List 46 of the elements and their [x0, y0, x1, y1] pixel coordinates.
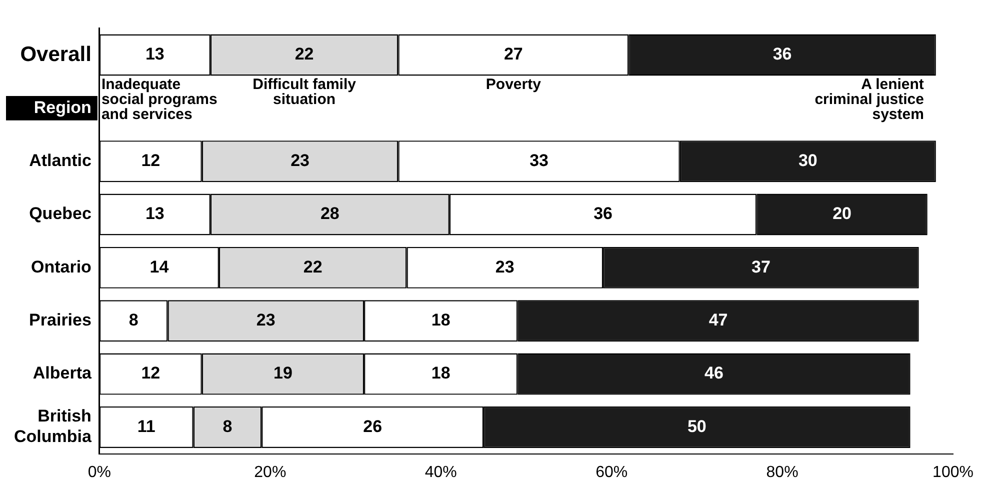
- x-tick-label: 60%: [596, 464, 628, 481]
- data-label: 33: [530, 151, 548, 170]
- data-label: 26: [363, 416, 382, 436]
- x-tick-label: 0%: [88, 464, 112, 481]
- x-tick-label: 80%: [766, 464, 798, 481]
- y-tick-label: Region: [34, 98, 92, 117]
- data-label: 13: [145, 44, 164, 64]
- data-label: 12: [141, 151, 160, 170]
- data-label: 18: [431, 364, 450, 383]
- data-label: 14: [150, 257, 170, 276]
- data-label: 37: [751, 257, 770, 276]
- data-label: 30: [798, 151, 818, 170]
- series-label: Difficult family situation: [252, 76, 357, 108]
- y-tick-label: Prairies: [29, 310, 92, 330]
- y-tick-label: Quebec: [29, 204, 92, 224]
- data-label: 47: [708, 310, 728, 330]
- data-label: 50: [687, 416, 706, 436]
- x-tick-label: 20%: [254, 464, 286, 481]
- data-label: 8: [222, 416, 232, 436]
- data-label: 11: [137, 416, 156, 436]
- series-label: Poverty: [486, 76, 542, 94]
- data-label: 22: [303, 257, 322, 276]
- data-label: 12: [141, 364, 160, 383]
- data-label: 23: [495, 257, 514, 276]
- y-tick-label: Alberta: [32, 364, 92, 383]
- data-label: 23: [290, 151, 310, 170]
- data-label: 20: [832, 204, 852, 224]
- data-label: 36: [772, 44, 792, 64]
- data-label: 8: [128, 310, 138, 330]
- data-label: 13: [145, 204, 164, 224]
- series-label: A lenient criminal justice system: [814, 76, 924, 124]
- y-tick-label: Overall: [20, 42, 92, 66]
- data-label: 19: [274, 364, 292, 383]
- data-label: 22: [294, 44, 314, 64]
- y-tick-label: British Columbia: [14, 406, 92, 446]
- y-tick-label: Atlantic: [29, 151, 92, 170]
- data-label: 28: [320, 204, 340, 224]
- series-label: Inadequate social programs and services: [101, 76, 218, 124]
- data-label: 27: [504, 44, 523, 64]
- data-label: 23: [256, 310, 276, 330]
- data-label: 46: [704, 364, 724, 383]
- data-label: 36: [594, 204, 613, 224]
- y-tick-label: Ontario: [30, 257, 92, 276]
- x-tick-label: 100%: [932, 464, 974, 481]
- data-label: 18: [431, 310, 450, 330]
- x-tick-label: 40%: [424, 464, 457, 481]
